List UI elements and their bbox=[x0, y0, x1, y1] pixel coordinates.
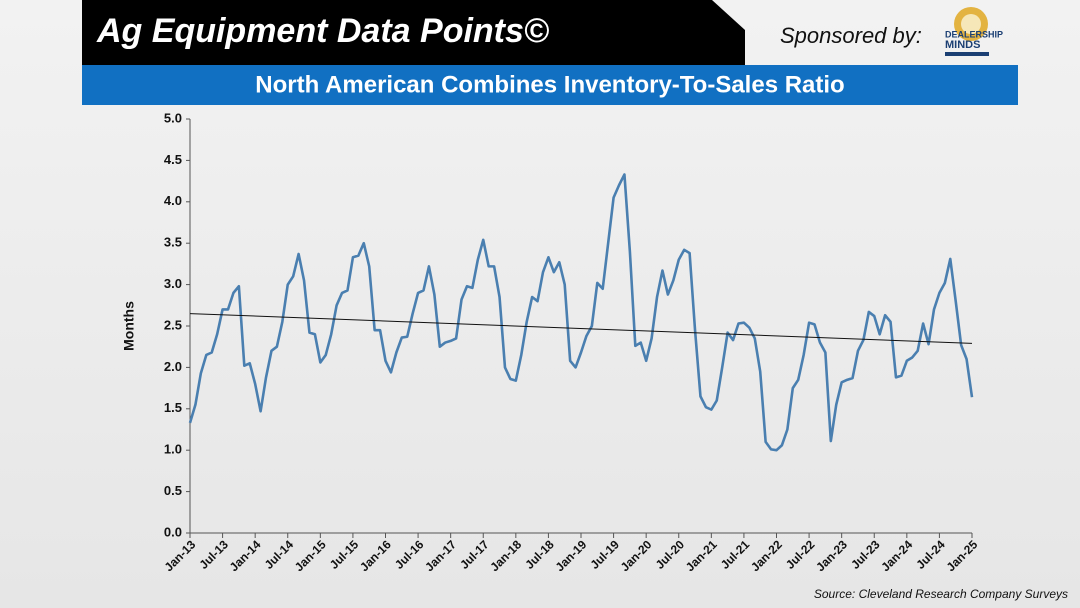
data-line bbox=[188, 173, 974, 452]
logo-bulb bbox=[961, 14, 981, 34]
x-tick-label: Jan-22 bbox=[748, 537, 785, 574]
y-tick-label: 3.0 bbox=[164, 276, 182, 291]
chart-title: North American Combines Inventory-To-Sal… bbox=[255, 71, 844, 98]
y-tick-label: 2.0 bbox=[164, 359, 182, 374]
x-tick-label: Jul-15 bbox=[327, 537, 362, 572]
x-tick-label: Jul-13 bbox=[197, 537, 232, 572]
x-tick-label: Jan-18 bbox=[487, 537, 524, 574]
x-tick-label: Jan-19 bbox=[553, 537, 590, 574]
sponsor-logo: DEALERSHIP MINDS bbox=[945, 7, 1003, 56]
x-tick-label: Jul-20 bbox=[653, 537, 688, 572]
x-tick-label: Jan-16 bbox=[357, 537, 394, 574]
y-tick-label: 0.5 bbox=[164, 483, 182, 498]
x-tick-label: Jul-23 bbox=[848, 537, 883, 572]
trend-line bbox=[189, 313, 973, 344]
y-tick-label: 3.5 bbox=[164, 235, 182, 250]
x-tick-label: Jan-24 bbox=[878, 537, 915, 574]
y-tick-label: 1.5 bbox=[164, 400, 182, 415]
x-tick-label: Jul-16 bbox=[392, 537, 427, 572]
x-tick-label: Jul-19 bbox=[588, 537, 623, 572]
y-tick-label: 4.0 bbox=[164, 193, 182, 208]
x-tick-label: Jul-18 bbox=[522, 537, 557, 572]
y-axis-label: Months bbox=[121, 301, 137, 351]
x-tick-label: Jan-25 bbox=[944, 537, 981, 574]
logo-text: DEALERSHIP bbox=[945, 29, 1003, 39]
y-tick-label: 4.5 bbox=[164, 152, 182, 167]
x-tick-label: Jul-21 bbox=[718, 537, 753, 572]
y-tick-label: 5.0 bbox=[164, 110, 182, 125]
y-tick-label: 1.0 bbox=[164, 442, 182, 457]
source-note: Source: Cleveland Research Company Surve… bbox=[814, 587, 1068, 601]
x-tick-label: Jul-14 bbox=[262, 537, 297, 572]
x-tick-label: Jul-24 bbox=[913, 537, 948, 572]
y-tick-label: 0.0 bbox=[164, 524, 182, 539]
page-title: Ag Equipment Data Points© bbox=[96, 12, 550, 50]
x-tick-label: Jan-23 bbox=[813, 537, 850, 574]
logo-bar bbox=[945, 52, 989, 56]
sponsor-label: Sponsored by: bbox=[780, 23, 922, 48]
x-tick-label: Jul-17 bbox=[457, 537, 492, 572]
x-tick-label: Jan-17 bbox=[422, 537, 459, 574]
x-tick-label: Jan-14 bbox=[227, 537, 264, 574]
x-tick-label: Jul-22 bbox=[783, 537, 818, 572]
x-tick-label: Jan-13 bbox=[162, 537, 199, 574]
x-tick-label: Jan-21 bbox=[683, 537, 720, 574]
x-tick-label: Jan-15 bbox=[292, 537, 329, 574]
x-tick-label: Jan-20 bbox=[618, 537, 655, 574]
logo-text: MINDS bbox=[945, 39, 980, 51]
title-band bbox=[82, 0, 745, 65]
chart-title-band bbox=[82, 65, 1018, 105]
y-tick-label: 2.5 bbox=[164, 317, 182, 332]
